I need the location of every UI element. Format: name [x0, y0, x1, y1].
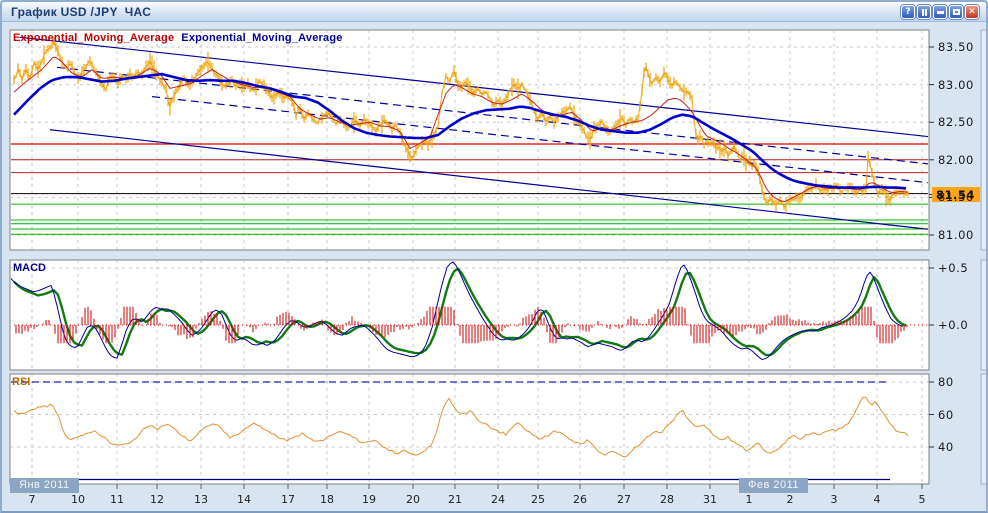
time-scale-label: 21	[448, 493, 462, 506]
time-scale-label: 17	[281, 493, 295, 506]
time-scale-label: 27	[617, 493, 631, 506]
time-scale-label: 11	[110, 493, 124, 506]
price-scale-label: 82.50	[938, 115, 974, 130]
legend-ema-red: Exponential_Moving_Average	[13, 32, 175, 44]
legend-ema-blue: Exponential_Moving_Average	[181, 32, 343, 44]
price-scale-label: 83.00	[938, 77, 974, 92]
rsi-scale-label: 40	[938, 440, 954, 454]
minimize-icon	[936, 10, 944, 14]
time-scale-label: 1	[745, 493, 753, 506]
rsi-scale-label: 60	[938, 407, 954, 422]
pause-button[interactable]	[917, 5, 931, 19]
minimize-button[interactable]	[933, 5, 947, 19]
time-scale-label: 31	[703, 493, 717, 506]
price-panel	[11, 31, 928, 249]
time-scale-label: 12	[150, 493, 164, 506]
maximize-icon	[952, 9, 960, 15]
price-scale-label: 83.50	[938, 40, 974, 54]
time-scale-label: 3	[830, 493, 838, 506]
time-scale-label: 10	[71, 493, 85, 506]
help-icon: ?	[905, 7, 911, 17]
rsi-scale-label: 80	[938, 375, 954, 389]
pause-icon	[921, 8, 927, 16]
rsi-panel-label: RSI	[12, 376, 31, 388]
window-controls: ? ✕	[901, 5, 979, 19]
current-price-tag: 81.54	[932, 187, 980, 202]
macd-panel	[11, 261, 928, 369]
macd-scale-label: +0.5	[938, 261, 969, 275]
time-scale-label: 5	[918, 493, 926, 506]
month-badge-february: Фев 2011	[739, 478, 809, 493]
price-scale-label: 81.00	[938, 228, 974, 242]
maximize-button[interactable]	[949, 5, 963, 19]
month-badge-january: Янв 2011	[10, 478, 79, 493]
window-titlebar[interactable]: График USD /JPY ЧАС ? ✕	[2, 2, 986, 22]
price-scale-label: 82.00	[938, 152, 974, 167]
time-scale-label: 25	[531, 493, 545, 506]
time-scale-label: 24	[491, 493, 505, 506]
time-scale-label: 26	[573, 493, 587, 506]
time-scale-label: 4	[873, 493, 881, 506]
help-button[interactable]: ?	[901, 5, 915, 19]
time-scale-label: 19	[362, 493, 376, 506]
time-scale-label: 7	[28, 493, 36, 506]
indicator-legend: Exponential_Moving_Average Exponential_Mo…	[13, 32, 343, 44]
time-scale-label: 14	[237, 493, 251, 506]
time-scale-label: 18	[320, 493, 334, 506]
window-title: График USD /JPY ЧАС	[11, 5, 152, 19]
price-scale-label: 81.50	[938, 190, 974, 205]
time-scale-label: 20	[406, 493, 420, 506]
macd-scale-label: +0.0	[938, 318, 969, 332]
time-scale-label: 2	[786, 493, 794, 506]
macd-panel-label: MACD	[13, 262, 46, 274]
time-scale-label: 13	[194, 493, 208, 506]
time-scale-label: 28	[660, 493, 674, 506]
close-icon: ✕	[968, 7, 976, 17]
close-button[interactable]: ✕	[965, 5, 979, 19]
